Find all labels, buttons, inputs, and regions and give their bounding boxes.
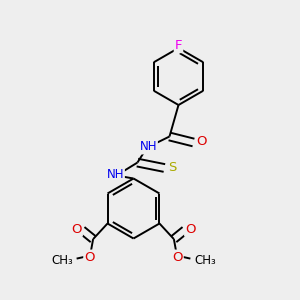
- Text: O: O: [71, 223, 82, 236]
- Text: O: O: [84, 250, 95, 264]
- Text: F: F: [175, 39, 182, 52]
- Text: O: O: [172, 250, 183, 264]
- Text: CH₃: CH₃: [194, 254, 216, 267]
- Text: NH: NH: [106, 168, 124, 182]
- Text: CH₃: CH₃: [51, 254, 73, 267]
- Text: S: S: [169, 161, 177, 174]
- Text: NH: NH: [140, 140, 157, 154]
- Text: O: O: [197, 135, 207, 148]
- Text: O: O: [185, 223, 196, 236]
